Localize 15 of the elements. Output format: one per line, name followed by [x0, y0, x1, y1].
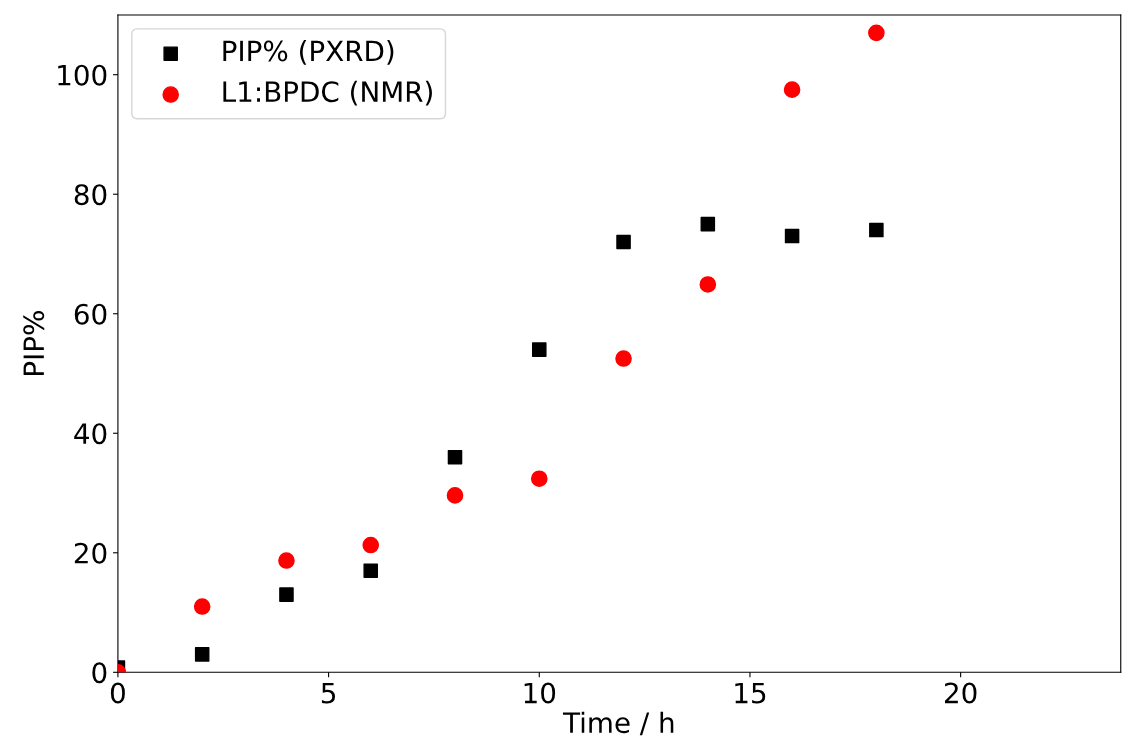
y-tick-label: 100 [58, 64, 107, 86]
y-tick-label: 20 [74, 542, 107, 564]
y-axis-title: PIP% [23, 311, 45, 375]
y-tick-label: 0 [92, 662, 107, 684]
x-tick-label: 20 [945, 682, 977, 704]
x-tick-label: 10 [524, 682, 556, 704]
x-tick-label: 5 [321, 682, 336, 704]
x-tick-label: 15 [735, 682, 766, 704]
y-tick-label: 40 [74, 423, 107, 445]
legend-label: PIP% (PXRD) [223, 39, 394, 65]
x-axis-title: Time / h [562, 711, 674, 736]
legend-label: L1:BPDC (NMR) [223, 80, 432, 106]
x-tick-label: 0 [110, 682, 125, 704]
y-tick-label: 80 [74, 184, 107, 206]
y-tick-label: 60 [74, 303, 107, 325]
